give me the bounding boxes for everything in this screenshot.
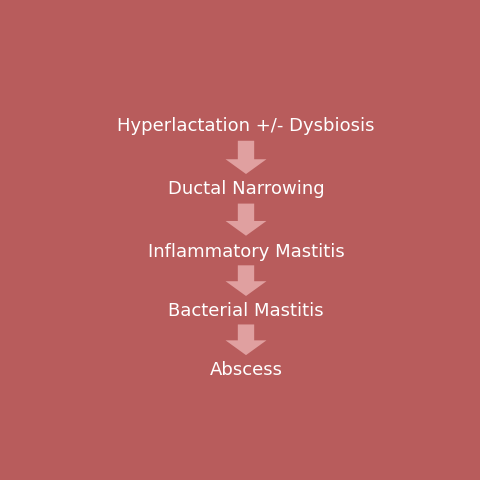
Polygon shape [226, 141, 266, 174]
Polygon shape [226, 265, 266, 296]
Text: Hyperlactation +/- Dysbiosis: Hyperlactation +/- Dysbiosis [117, 117, 375, 135]
Text: Ductal Narrowing: Ductal Narrowing [168, 180, 324, 198]
Text: Inflammatory Mastitis: Inflammatory Mastitis [148, 243, 344, 261]
Polygon shape [226, 324, 266, 355]
Polygon shape [226, 204, 266, 236]
Text: Abscess: Abscess [209, 361, 283, 379]
Text: Bacterial Mastitis: Bacterial Mastitis [168, 302, 324, 320]
